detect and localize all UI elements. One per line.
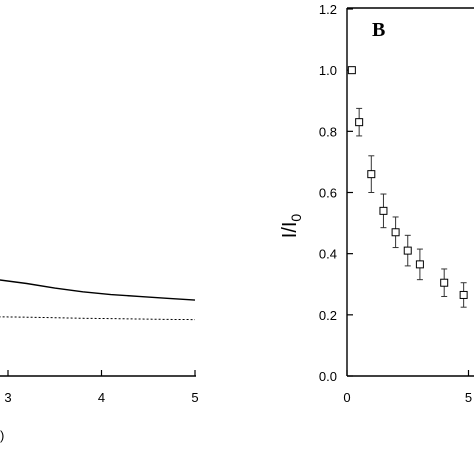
panel-b-y-ticks (347, 8, 353, 377)
panel-b-y-tick-label: 0.2 (319, 308, 337, 323)
panel-b-points (347, 66, 468, 308)
panel-b-point (367, 170, 376, 179)
panel-b-x-tick-label: 5 (465, 390, 472, 405)
panel-b-y-tick-label: 0.4 (319, 247, 337, 262)
panel-b-y-axis-title-sub: 0 (288, 214, 304, 222)
panel-b-point (355, 118, 364, 127)
panel-b-point (440, 278, 449, 287)
panel-b-x-ticks (346, 370, 470, 376)
panel-a-x-tick-label: 3 (4, 390, 11, 405)
panel-b-point (415, 260, 424, 269)
panel-a-x-ticks (7, 370, 196, 376)
panel-b-point (403, 246, 412, 255)
panel-a-series-solid (0, 279, 196, 301)
panel-b-point (459, 290, 468, 299)
panel-a: 3 4 5 ) (0, 279, 199, 443)
panel-b-y-tick-label: 0.8 (319, 124, 337, 139)
panel-b-y-axis-title: I/I0 (279, 214, 304, 239)
panel-a-x-tick-labels: 3 4 5 (4, 390, 198, 405)
panel-b-point (391, 228, 400, 237)
panel-a-series (0, 279, 196, 321)
panel-b-y-tick-label: 0.0 (319, 369, 337, 384)
panel-b-point (379, 206, 388, 215)
panel-b-letter: B (372, 19, 385, 41)
panel-b-x-tick-label: 0 (343, 390, 350, 405)
panel-b-y-tick-label: 0.6 (319, 186, 337, 201)
panel-a-x-tick-label: 5 (191, 390, 198, 405)
panel-a-series-dotted (0, 316, 196, 321)
panel-b-point (347, 66, 356, 75)
panel-b-y-tick-label: 1.0 (319, 63, 337, 78)
panel-a-cut-label: ) (0, 428, 4, 443)
panel-b-y-axis-title-main: I/I (279, 222, 301, 239)
panel-a-x-tick-label: 4 (98, 390, 105, 405)
panel-b-y-tick-label: 1.2 (319, 2, 337, 17)
panel-b-y-tick-labels: 0.0 0.2 0.4 0.6 0.8 1.0 1.2 (319, 2, 337, 384)
